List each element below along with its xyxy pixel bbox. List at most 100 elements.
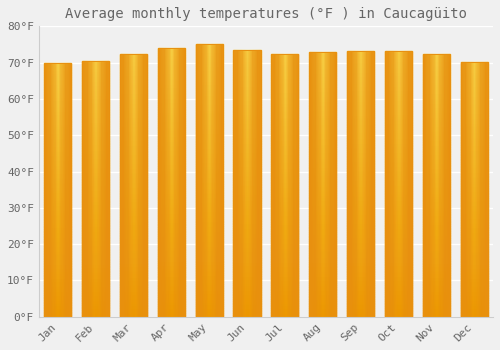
- Bar: [309, 267, 336, 269]
- Bar: [44, 251, 72, 253]
- Bar: [196, 112, 223, 113]
- Bar: [347, 170, 374, 172]
- Bar: [271, 106, 298, 108]
- Bar: [120, 180, 147, 182]
- Bar: [120, 147, 147, 149]
- Bar: [422, 214, 450, 215]
- Bar: [271, 213, 298, 215]
- Bar: [120, 208, 147, 210]
- Bar: [196, 170, 223, 172]
- Bar: [422, 102, 450, 103]
- Bar: [234, 283, 260, 285]
- Bar: [271, 287, 298, 289]
- Bar: [422, 77, 450, 79]
- Bar: [158, 290, 185, 292]
- Bar: [158, 304, 185, 306]
- Bar: [44, 312, 72, 313]
- Bar: [82, 288, 109, 289]
- Bar: [271, 229, 298, 231]
- Bar: [385, 310, 412, 312]
- Bar: [234, 162, 260, 164]
- Bar: [44, 178, 72, 180]
- Bar: [82, 132, 109, 134]
- Bar: [385, 83, 412, 84]
- Bar: [271, 134, 298, 136]
- Bar: [309, 248, 336, 250]
- Bar: [385, 58, 412, 60]
- Bar: [271, 99, 298, 101]
- Bar: [347, 255, 374, 257]
- Bar: [309, 207, 336, 209]
- Bar: [82, 158, 109, 160]
- Bar: [234, 199, 260, 201]
- Bar: [196, 142, 223, 144]
- Bar: [385, 127, 412, 129]
- Bar: [44, 161, 72, 163]
- Bar: [460, 84, 488, 86]
- Bar: [234, 146, 260, 148]
- Bar: [234, 168, 260, 169]
- Bar: [196, 135, 223, 137]
- Bar: [347, 184, 374, 186]
- Bar: [196, 132, 223, 133]
- Bar: [460, 106, 488, 108]
- Bar: [309, 281, 336, 283]
- Bar: [347, 143, 374, 145]
- Bar: [309, 202, 336, 204]
- Bar: [385, 292, 412, 294]
- Bar: [82, 313, 109, 315]
- Bar: [44, 214, 72, 215]
- Bar: [385, 168, 412, 169]
- Bar: [271, 62, 298, 64]
- Bar: [196, 50, 223, 52]
- Bar: [271, 96, 298, 97]
- Bar: [385, 180, 412, 182]
- Bar: [271, 154, 298, 155]
- Bar: [271, 197, 298, 199]
- Bar: [196, 264, 223, 266]
- Bar: [385, 150, 412, 152]
- Bar: [347, 100, 374, 102]
- Bar: [120, 149, 147, 150]
- Bar: [158, 312, 185, 313]
- Bar: [460, 157, 488, 159]
- Bar: [385, 265, 412, 267]
- Bar: [234, 134, 260, 135]
- Bar: [196, 197, 223, 199]
- Bar: [234, 141, 260, 143]
- Bar: [347, 102, 374, 104]
- Bar: [120, 130, 147, 131]
- Bar: [422, 217, 450, 219]
- Bar: [158, 48, 185, 317]
- Bar: [460, 154, 488, 155]
- Bar: [120, 163, 147, 164]
- Bar: [460, 116, 488, 118]
- Bar: [422, 206, 450, 208]
- Bar: [120, 145, 147, 147]
- Bar: [385, 221, 412, 223]
- Bar: [460, 252, 488, 254]
- Bar: [460, 99, 488, 101]
- Bar: [385, 295, 412, 297]
- Bar: [44, 187, 72, 188]
- Bar: [460, 77, 488, 79]
- Bar: [82, 79, 109, 81]
- Bar: [120, 184, 147, 186]
- Bar: [271, 173, 298, 175]
- Bar: [82, 149, 109, 151]
- Bar: [234, 262, 260, 264]
- Bar: [309, 101, 336, 103]
- Bar: [120, 68, 147, 70]
- Bar: [82, 107, 109, 108]
- Bar: [271, 250, 298, 252]
- Bar: [271, 313, 298, 315]
- Bar: [44, 155, 72, 156]
- Bar: [385, 129, 412, 131]
- Bar: [158, 172, 185, 173]
- Bar: [234, 59, 260, 61]
- Bar: [347, 262, 374, 264]
- Bar: [271, 157, 298, 159]
- Bar: [44, 204, 72, 205]
- Bar: [460, 262, 488, 264]
- Bar: [196, 126, 223, 128]
